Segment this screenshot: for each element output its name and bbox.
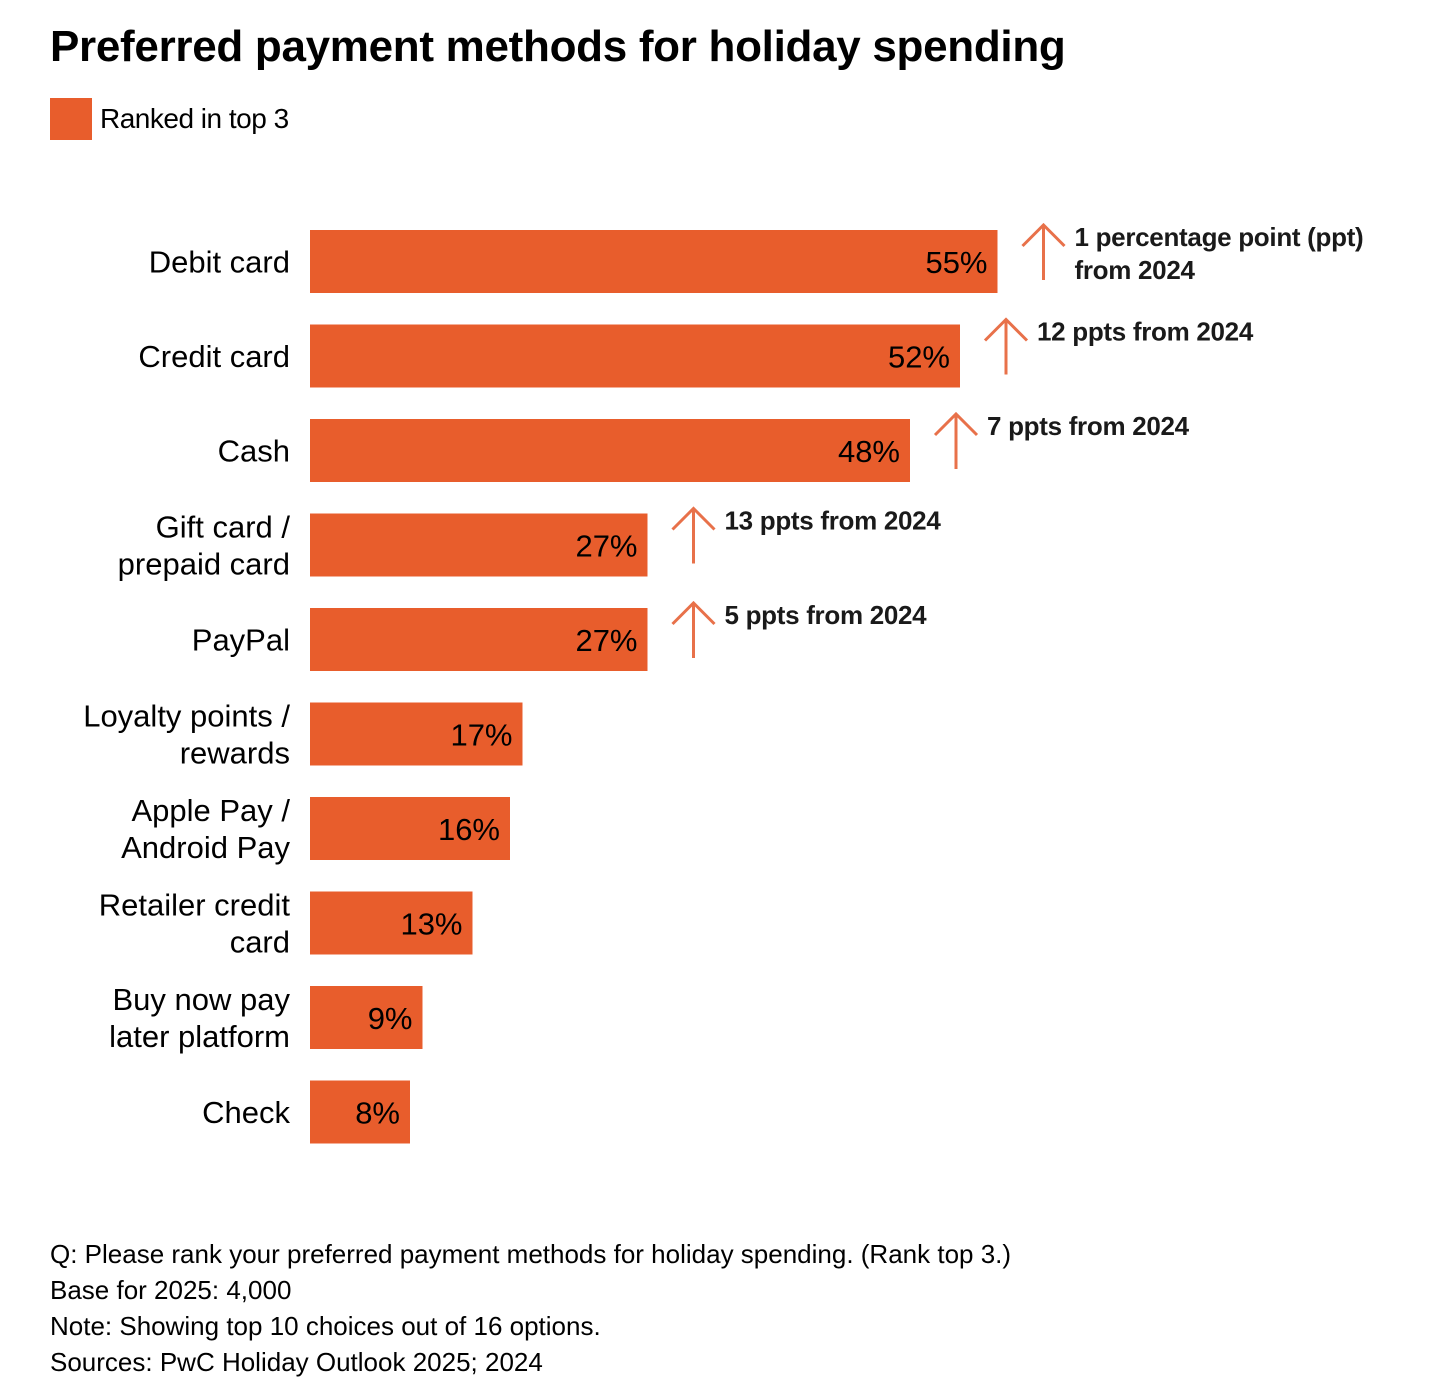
up-arrow-icon	[671, 600, 716, 658]
bar	[310, 702, 523, 766]
footnote-note: Note: Showing top 10 choices out of 16 o…	[50, 1311, 601, 1341]
bar	[310, 797, 510, 860]
bar	[310, 1080, 410, 1144]
category-label-line: Check	[202, 1095, 290, 1130]
category-label-line: Apple Pay /	[131, 793, 290, 828]
category-label: Check	[202, 1095, 290, 1130]
category-label: Gift card / prepaid card	[118, 509, 291, 581]
data-label: 52%	[888, 340, 950, 375]
category-label: Loyalty points / rewards	[83, 698, 290, 770]
data-label: 48%	[838, 434, 900, 469]
category-label: PayPal	[192, 622, 290, 657]
category-label: Debit card	[149, 244, 290, 279]
change-annotation: 12 ppts from 2024	[1037, 317, 1254, 347]
category-label: Apple Pay / Android Pay	[121, 793, 290, 865]
category-label: Credit card	[138, 339, 290, 374]
bar	[310, 513, 648, 577]
up-arrow-icon	[1021, 222, 1066, 280]
chart-title: Preferred payment methods for holiday sp…	[50, 22, 1066, 71]
legend-label: Ranked in top 3	[100, 103, 289, 134]
category-label-line: card	[230, 924, 290, 959]
data-label: 17%	[450, 718, 512, 753]
bar	[310, 230, 998, 293]
change-annotation-line: 7 ppts from 2024	[987, 411, 1190, 441]
data-label: 9%	[368, 1001, 413, 1036]
category-label-line: Android Pay	[121, 830, 290, 865]
change-annotation-line: 1 percentage point (ppt)	[1075, 222, 1364, 252]
data-label: 27%	[575, 529, 637, 564]
category-label: Retailer credit card	[99, 887, 291, 959]
change-annotation: 1 percentage point (ppt) from 2024	[1075, 222, 1364, 285]
footnote-base: Base for 2025: 4,000	[50, 1275, 292, 1305]
legend: Ranked in top 3	[50, 98, 289, 140]
data-label: 16%	[438, 812, 500, 847]
category-label: Cash	[218, 433, 290, 468]
category-label-line: Cash	[218, 433, 290, 468]
category-label-line: Credit card	[138, 339, 290, 374]
category-label-line: PayPal	[192, 622, 290, 657]
change-annotation: 13 ppts from 2024	[725, 506, 942, 536]
category-label-line: Buy now pay	[113, 982, 291, 1017]
data-label: 13%	[400, 907, 462, 942]
change-annotation-line: 5 ppts from 2024	[725, 600, 928, 630]
change-annotation-line: from 2024	[1075, 255, 1196, 285]
data-label: 55%	[925, 245, 987, 280]
change-annotation: 5 ppts from 2024	[725, 600, 928, 630]
category-label-line: Retailer credit	[99, 887, 291, 922]
change-annotation-line: 13 ppts from 2024	[725, 506, 942, 536]
footnotes: Q: Please rank your preferred payment me…	[50, 1236, 1011, 1380]
bar	[310, 608, 648, 671]
category-label: Buy now pay later platform	[109, 982, 290, 1054]
change-annotation: 7 ppts from 2024	[987, 411, 1190, 441]
up-arrow-icon	[671, 506, 716, 564]
category-label-line: Loyalty points /	[83, 698, 290, 733]
category-label-line: prepaid card	[118, 546, 290, 581]
legend-swatch	[50, 98, 92, 140]
bar	[310, 891, 473, 955]
data-label: 27%	[575, 623, 637, 658]
category-label-line: later platform	[109, 1019, 290, 1054]
category-label-line: Debit card	[149, 244, 290, 279]
up-arrow-icon	[933, 411, 979, 469]
footnote-question: Q: Please rank your preferred payment me…	[50, 1239, 1012, 1269]
bar	[310, 986, 423, 1049]
bar	[310, 419, 910, 482]
data-label: 8%	[355, 1096, 400, 1131]
bar	[310, 324, 960, 388]
change-annotation-line: 12 ppts from 2024	[1037, 317, 1254, 347]
bar-chart: Debit card 55% Credit card 52% Cash 48% Gift c…	[83, 222, 1364, 1144]
up-arrow-icon	[983, 317, 1029, 375]
category-label-line: Gift card /	[156, 509, 291, 544]
category-label-line: rewards	[180, 735, 290, 770]
footnote-sources: Sources: PwC Holiday Outlook 2025; 2024	[50, 1347, 543, 1377]
